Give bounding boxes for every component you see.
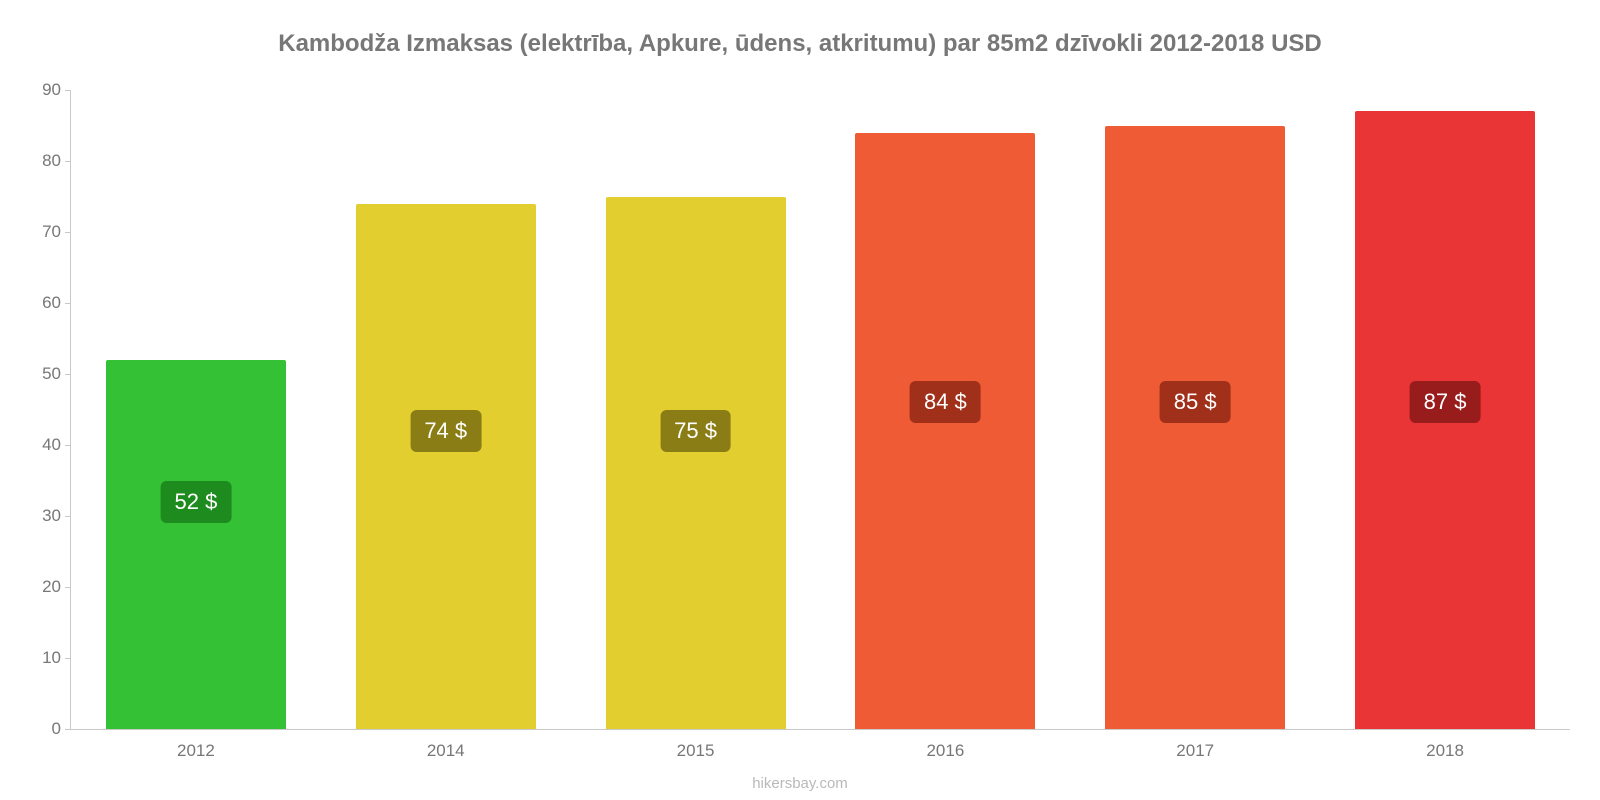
bars-container: 201252 $201474 $201575 $201684 $201785 $… [71,90,1570,729]
value-badge: 84 $ [910,381,981,423]
bar-slot: 201474 $ [321,90,571,729]
bar-slot: 201785 $ [1070,90,1320,729]
value-badge: 52 $ [160,481,231,523]
attribution: hikersbay.com [0,775,1600,792]
bar-slot: 201575 $ [571,90,821,729]
bar [356,204,536,729]
bar [1105,126,1285,730]
bar [855,133,1035,729]
bar [106,360,286,729]
value-badge: 74 $ [410,410,481,452]
plot-area: 0102030405060708090 201252 $201474 $2015… [70,90,1570,730]
x-tick-label: 2012 [177,741,215,761]
value-badge: 85 $ [1160,381,1231,423]
bar-slot: 201252 $ [71,90,321,729]
bar-slot: 201887 $ [1320,90,1570,729]
bar [606,197,786,730]
x-tick-label: 2016 [926,741,964,761]
x-tick-label: 2018 [1426,741,1464,761]
chart-title: Kambodža Izmaksas (elektrība, Apkure, ūd… [0,30,1600,58]
y-tick-mark [65,729,71,730]
bar-slot: 201684 $ [820,90,1070,729]
x-tick-label: 2017 [1176,741,1214,761]
value-badge: 75 $ [660,410,731,452]
x-tick-label: 2015 [677,741,715,761]
value-badge: 87 $ [1410,381,1481,423]
x-tick-label: 2014 [427,741,465,761]
